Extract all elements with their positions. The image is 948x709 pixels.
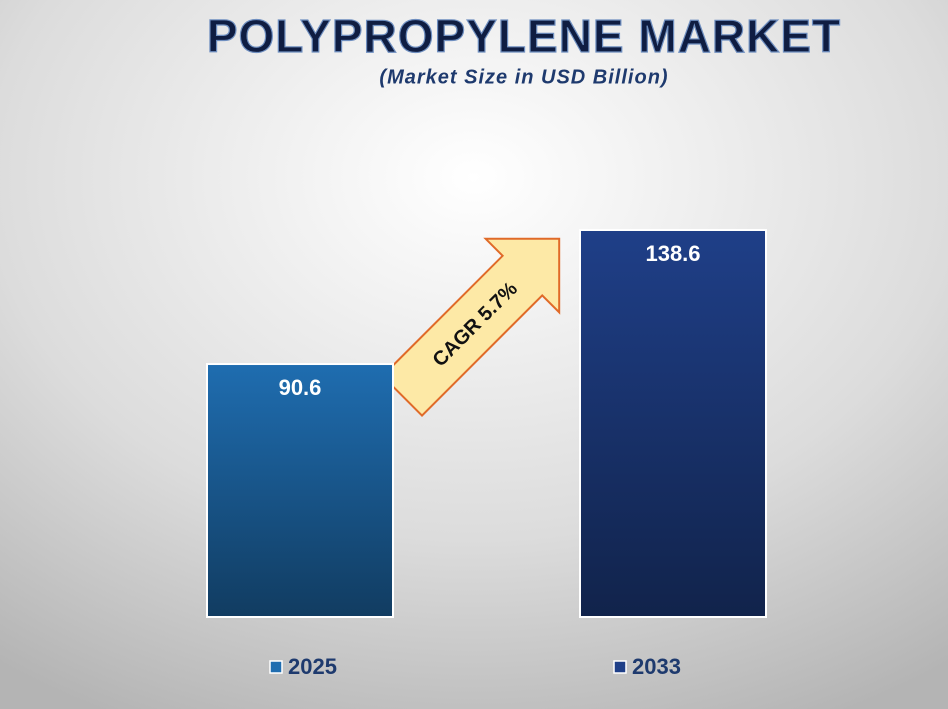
chart-title: POLYPROPYLENE MARKET xyxy=(207,10,841,62)
bar xyxy=(579,229,767,618)
legend-swatch xyxy=(613,660,627,674)
legend-label: 2033 xyxy=(632,654,681,679)
legend-label: 2025 xyxy=(288,654,337,679)
value-label: 138.6 xyxy=(645,241,700,266)
bar xyxy=(206,363,394,618)
arrow-shape xyxy=(381,237,561,417)
legend-swatch xyxy=(269,660,283,674)
chart-subtitle: (Market Size in USD Billion) xyxy=(379,66,668,88)
value-label: 90.6 xyxy=(279,375,322,400)
